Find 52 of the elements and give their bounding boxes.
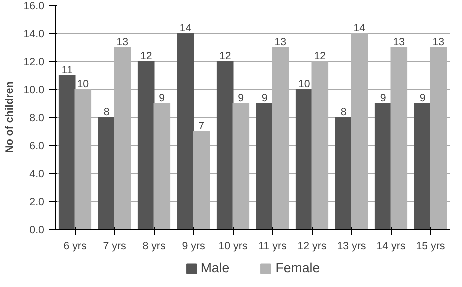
x-tick-label: 15 yrs — [416, 240, 446, 252]
data-label: 8 — [340, 106, 347, 118]
bar — [296, 89, 313, 230]
y-tick-label: 14.0 — [24, 28, 45, 40]
legend-label: Male — [200, 260, 230, 276]
y-tick-label: 16.0 — [24, 0, 45, 12]
data-label: 10 — [298, 78, 310, 90]
y-tick-label: 10.0 — [24, 84, 45, 96]
x-tick-label: 13 yrs — [337, 240, 366, 252]
data-label: 9 — [262, 92, 268, 104]
bar — [216, 61, 234, 230]
data-label: 13 — [116, 36, 129, 48]
data-label: 9 — [238, 92, 244, 104]
bar — [138, 61, 155, 230]
x-tick-label: 12 yrs — [298, 240, 327, 252]
data-label: 7 — [198, 120, 205, 132]
x-tick-label: 14 yrs — [376, 240, 406, 252]
x-tick-label: 9 yrs — [182, 240, 206, 252]
y-tick-label: 4.0 — [30, 168, 45, 180]
data-label: 8 — [104, 106, 110, 118]
y-tick-label: 12.0 — [24, 56, 45, 68]
bar — [414, 103, 432, 230]
x-tick-label: 11 yrs — [258, 240, 287, 252]
bar — [335, 117, 352, 230]
data-label: 9 — [380, 92, 386, 104]
bar — [374, 103, 392, 230]
data-label: 13 — [393, 36, 406, 48]
y-tick-label: 0.0 — [30, 224, 45, 236]
bar — [58, 75, 76, 230]
y-tick-label: 6.0 — [30, 140, 45, 152]
legend-label: Female — [276, 260, 320, 276]
data-label: 11 — [62, 64, 73, 76]
data-label: 10 — [77, 78, 90, 90]
x-tick-label: 8 yrs — [142, 240, 166, 252]
x-tick-label: 7 yrs — [103, 240, 126, 252]
data-label: 9 — [420, 92, 426, 104]
x-tick-label: 10 yrs — [218, 240, 248, 252]
data-label: 9 — [159, 92, 166, 104]
x-tick-label: 6 yrs — [64, 240, 87, 252]
data-label: 13 — [274, 36, 287, 48]
y-tick-label: 8.0 — [30, 112, 45, 124]
data-label: 12 — [140, 50, 152, 62]
data-label: 13 — [432, 36, 445, 48]
data-label: 12 — [314, 50, 326, 62]
y-axis-title: No of children — [4, 82, 16, 154]
data-label: 12 — [219, 50, 232, 62]
bar — [98, 117, 116, 230]
bar — [256, 103, 274, 230]
bar — [177, 33, 194, 230]
data-label: 14 — [354, 22, 366, 34]
data-label: 14 — [180, 22, 192, 34]
y-tick-label: 2.0 — [30, 196, 45, 208]
